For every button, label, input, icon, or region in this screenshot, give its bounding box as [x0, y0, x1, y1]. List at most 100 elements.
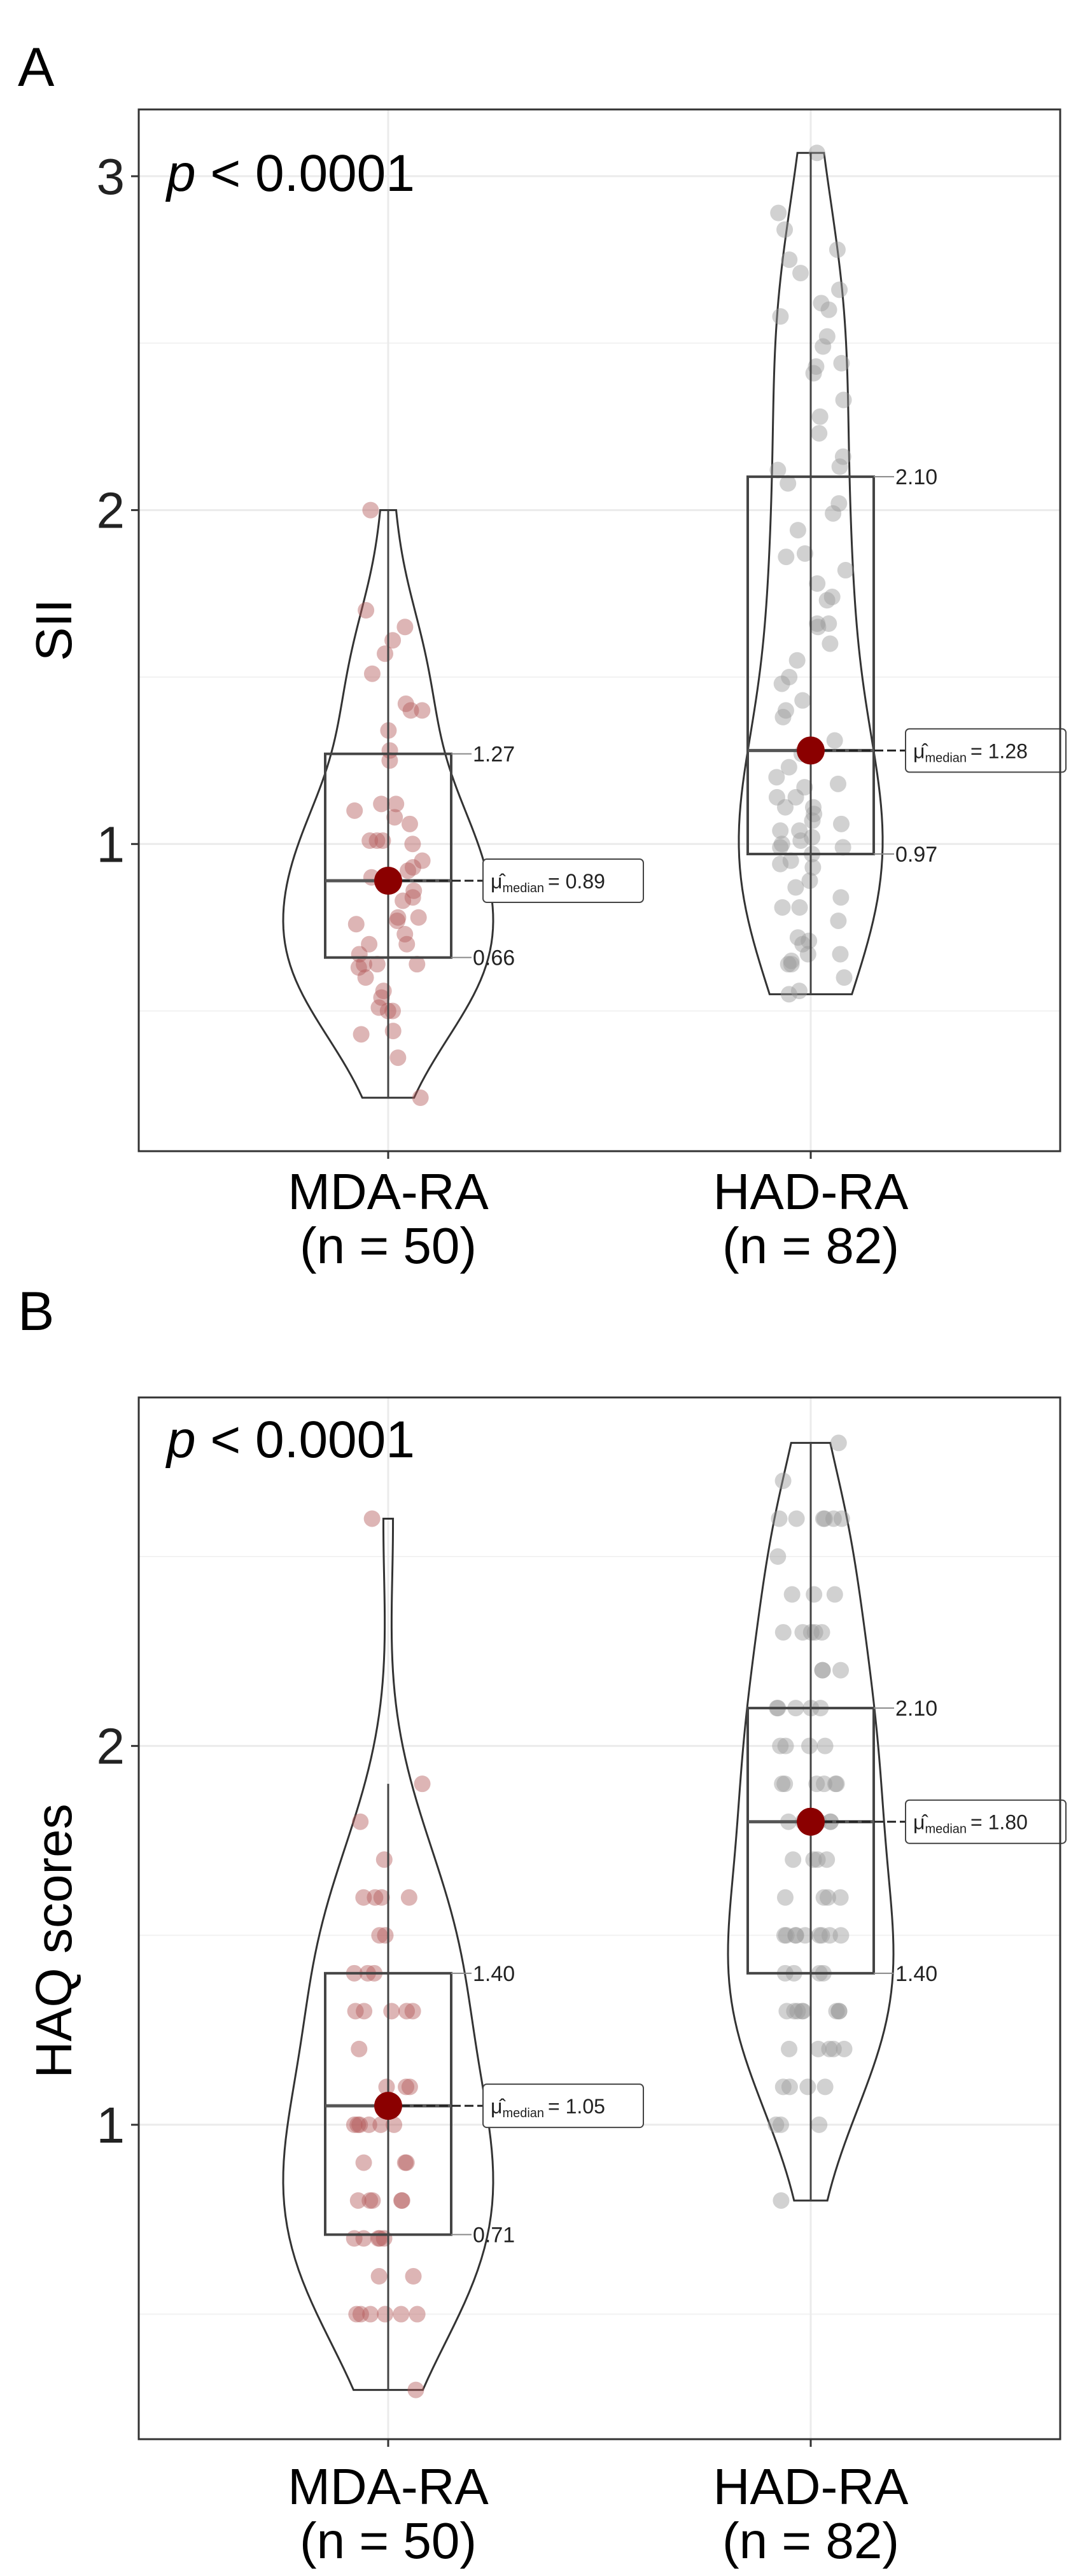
q3-label: 1.27 [473, 743, 515, 767]
data-point [815, 1510, 832, 1527]
data-point [805, 365, 822, 382]
data-point [371, 1927, 388, 1944]
data-point [372, 2116, 389, 2133]
data-point [818, 592, 836, 609]
median-label: μ̂median = 0.89 [491, 870, 605, 895]
q1-label: 1.40 [895, 1962, 937, 1986]
median-subscript: median [502, 2106, 544, 2120]
q3-label: 2.10 [895, 465, 937, 489]
data-point [791, 899, 808, 916]
data-point [409, 956, 426, 973]
q1-label: 0.71 [473, 2223, 515, 2248]
data-point [362, 501, 379, 519]
data-point [799, 946, 816, 963]
data-point [821, 2040, 838, 2057]
y-axis-label: HAQ scores [25, 1803, 82, 2078]
data-point [412, 1089, 429, 1107]
data-point [350, 959, 367, 976]
data-point [774, 1472, 792, 1489]
plot-border [137, 1396, 1061, 2440]
median-value: = 1.05 [548, 2095, 605, 2118]
data-point [381, 752, 398, 769]
data-point [783, 1586, 801, 1603]
data-point [789, 2003, 806, 2020]
data-point [822, 635, 839, 652]
data-point [352, 2306, 369, 2323]
median-label-box [905, 728, 1067, 773]
data-point [825, 505, 842, 522]
data-point [383, 2003, 400, 2020]
data-point [778, 1927, 795, 1944]
data-point [783, 952, 800, 969]
data-point [792, 832, 809, 850]
data-point [794, 2003, 811, 2020]
data-point [774, 899, 791, 916]
data-point [821, 1927, 838, 1944]
q1-label: 0.97 [895, 843, 937, 867]
data-point [814, 1662, 831, 1679]
data-point [774, 2078, 792, 2096]
x-n-label: (n = 50) [300, 1217, 477, 1274]
data-point [836, 2040, 853, 2057]
data-point [355, 2230, 372, 2247]
data-point [363, 665, 381, 682]
median-point [374, 2092, 402, 2120]
box [324, 752, 452, 959]
data-point [772, 855, 789, 872]
data-point [781, 2078, 798, 2096]
data-point [404, 859, 421, 876]
data-point [829, 241, 846, 258]
data-point [368, 832, 386, 850]
data-point [375, 983, 392, 1000]
x-n-label: (n = 82) [722, 1217, 899, 1274]
data-point [818, 328, 836, 345]
p-value-annotation: p < 0.0001 [165, 1411, 415, 1469]
y-tick-label: 3 [97, 148, 125, 205]
data-point [788, 1510, 805, 1527]
box [746, 1707, 875, 1975]
data-point [789, 522, 806, 539]
data-point [373, 795, 390, 813]
data-point [785, 1851, 802, 1868]
y-axis-label: SII [25, 599, 82, 661]
data-point [814, 1662, 831, 1679]
median-subscript: median [925, 1823, 967, 1837]
data-point [414, 702, 431, 719]
data-point [357, 969, 374, 986]
median-subscript: median [502, 881, 544, 895]
data-point [826, 1586, 843, 1603]
data-point [361, 935, 378, 953]
data-point [771, 1510, 788, 1527]
data-point [397, 695, 414, 712]
data-point [808, 144, 825, 162]
data-point [837, 562, 854, 579]
data-point [404, 889, 421, 906]
data-point [816, 1737, 834, 1754]
data-point [796, 779, 813, 796]
data-point [767, 2116, 785, 2133]
data-point [836, 969, 853, 986]
data-point [835, 391, 852, 409]
data-point [787, 1927, 804, 1944]
data-point [396, 925, 414, 942]
data-point [830, 495, 848, 512]
data-point [373, 989, 390, 1006]
data-point [396, 619, 414, 636]
data-point [410, 909, 427, 926]
data-point [796, 545, 813, 562]
x-tick-label: MDA-RA [288, 2458, 489, 2515]
data-point [377, 1927, 394, 1944]
data-point [373, 1889, 390, 1906]
data-point [827, 1775, 844, 1793]
data-point [772, 2116, 789, 2133]
data-point [414, 1775, 431, 1793]
median-point [374, 867, 402, 895]
data-point [830, 912, 847, 929]
data-point [377, 2306, 394, 2323]
data-point [404, 836, 421, 853]
